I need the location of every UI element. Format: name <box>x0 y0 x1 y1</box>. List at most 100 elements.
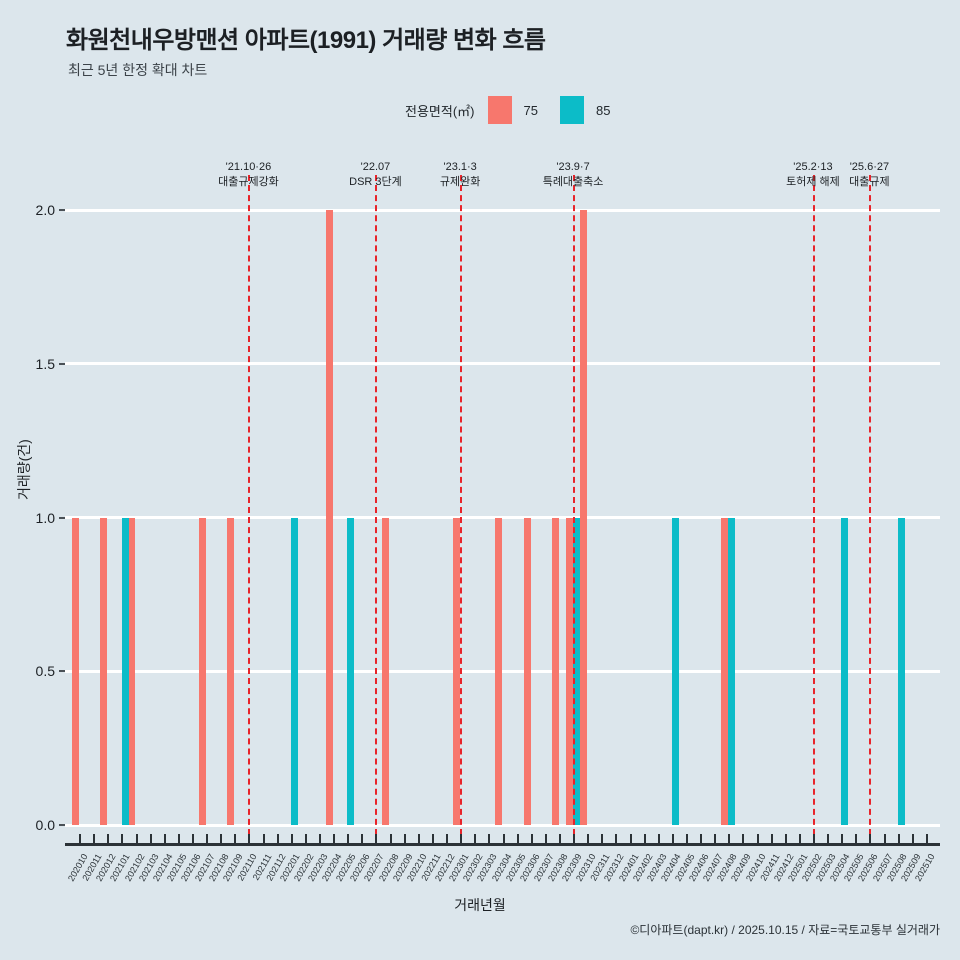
bar[interactable] <box>72 517 79 825</box>
x-axis-tick-mark <box>290 834 293 843</box>
legend-title: 전용면적(㎡) <box>405 103 475 119</box>
x-axis-tick-mark <box>516 834 519 843</box>
legend-swatch-85 <box>559 96 584 124</box>
event-line <box>573 175 576 845</box>
x-axis-tick-mark <box>911 834 914 843</box>
bar[interactable] <box>199 517 207 825</box>
x-axis-tick-mark <box>488 834 491 843</box>
bar[interactable] <box>897 517 905 825</box>
x-axis-tick-mark <box>812 834 815 843</box>
bar[interactable] <box>523 517 531 825</box>
gridline <box>65 362 940 366</box>
bar[interactable] <box>565 517 573 825</box>
x-axis-tick-mark <box>361 834 364 843</box>
gridline <box>65 516 940 519</box>
event-label: '22.07 DSR 3단계 <box>349 160 402 190</box>
x-axis-tick-mark <box>304 834 307 843</box>
y-axis-title: 거래량(건) <box>16 439 32 500</box>
gridline <box>65 669 940 673</box>
event-label: '25.6·27 대출규제 <box>849 160 889 190</box>
x-axis-tick-mark <box>657 834 660 843</box>
x-axis-tick-mark <box>587 834 590 843</box>
x-axis-tick-mark <box>643 834 646 843</box>
x-axis-tick-mark <box>460 834 463 843</box>
plot-area <box>65 208 940 827</box>
x-axis-tick-mark <box>728 834 731 843</box>
bar[interactable] <box>453 517 461 825</box>
legend-label-85: 85 <box>595 102 611 118</box>
x-axis-tick-mark <box>798 834 801 843</box>
x-axis-tick-mark <box>276 834 279 843</box>
event-line <box>375 175 378 845</box>
bar[interactable] <box>495 517 503 825</box>
x-axis-title: 거래년월 <box>454 897 506 913</box>
y-axis-tick-mark <box>59 362 65 365</box>
event-name: 특례대출축소 <box>542 176 604 188</box>
x-axis-tick-mark <box>671 834 674 843</box>
x-axis-tick-mark <box>93 834 96 843</box>
bar[interactable] <box>347 517 355 825</box>
x-axis-tick-mark <box>883 834 886 843</box>
x-axis-tick-mark <box>446 834 449 843</box>
event-name: 대출규제강화 <box>218 176 279 188</box>
x-axis-tick-mark <box>417 834 420 843</box>
event-name: 토허제 해제 <box>786 176 840 188</box>
x-axis <box>65 834 940 846</box>
x-axis-tick-mark <box>163 834 166 843</box>
footer-credit: ©디아파트(dapt.kr) / 2025.10.15 / 자료=국토교통부 실… <box>630 923 940 937</box>
event-name: 규제완화 <box>439 176 481 188</box>
x-axis-tick-mark <box>206 834 209 843</box>
x-axis-tick-mark <box>629 834 632 843</box>
x-axis-tick-mark <box>869 834 872 843</box>
x-axis-tick-mark <box>403 834 406 843</box>
bar[interactable] <box>573 517 581 825</box>
x-axis-tick-mark <box>700 834 703 843</box>
event-name: 대출규제 <box>849 176 890 188</box>
bar[interactable] <box>580 210 588 825</box>
event-date: '23.9·7 <box>556 161 590 173</box>
x-axis-tick-mark <box>347 834 350 843</box>
event-label: '25.2·13 토허제 해제 <box>786 160 840 190</box>
x-axis-tick-mark <box>502 834 505 843</box>
bar[interactable] <box>100 517 108 825</box>
bar[interactable] <box>290 517 298 825</box>
event-date: '25.2·13 <box>793 161 833 173</box>
bar[interactable] <box>728 517 736 825</box>
event-label: '23.1·3 규제완화 <box>440 160 480 190</box>
x-axis-tick-mark <box>192 834 195 843</box>
legend-swatch-75 <box>487 96 512 124</box>
x-axis-tick-mark <box>149 834 152 843</box>
bar[interactable] <box>671 517 679 825</box>
gridline <box>65 208 940 212</box>
y-axis-tick-mark <box>59 670 65 673</box>
event-date: '21.10·26 <box>225 161 272 173</box>
x-axis-tick-mark <box>841 834 844 843</box>
bar[interactable] <box>121 517 129 825</box>
x-axis-tick-mark <box>544 834 547 843</box>
x-axis-tick-mark <box>79 834 82 843</box>
y-axis-tick-label: 2.0 <box>35 202 55 218</box>
x-axis-tick-mark <box>827 834 830 843</box>
x-axis-tick-mark <box>756 834 759 843</box>
bar[interactable] <box>128 517 136 825</box>
x-axis-tick-mark <box>220 834 223 843</box>
bar[interactable] <box>227 517 235 825</box>
x-axis-tick-mark <box>784 834 787 843</box>
event-line <box>812 175 815 845</box>
bar[interactable] <box>841 517 849 825</box>
event-line <box>869 175 872 845</box>
legend-label-75: 75 <box>523 102 538 118</box>
bar[interactable] <box>326 210 334 825</box>
x-axis-tick-mark <box>615 834 618 843</box>
y-axis-tick-label: 1.5 <box>35 355 55 372</box>
x-axis-tick-mark <box>925 834 928 843</box>
y-axis-tick-mark <box>59 209 65 211</box>
x-axis-tick-mark <box>530 834 533 843</box>
x-axis-tick-mark <box>389 834 392 843</box>
x-axis-tick-mark <box>431 834 434 843</box>
bar[interactable] <box>551 517 559 825</box>
bar[interactable] <box>721 517 729 825</box>
bar[interactable] <box>382 517 390 825</box>
x-axis-tick-mark <box>714 834 717 843</box>
